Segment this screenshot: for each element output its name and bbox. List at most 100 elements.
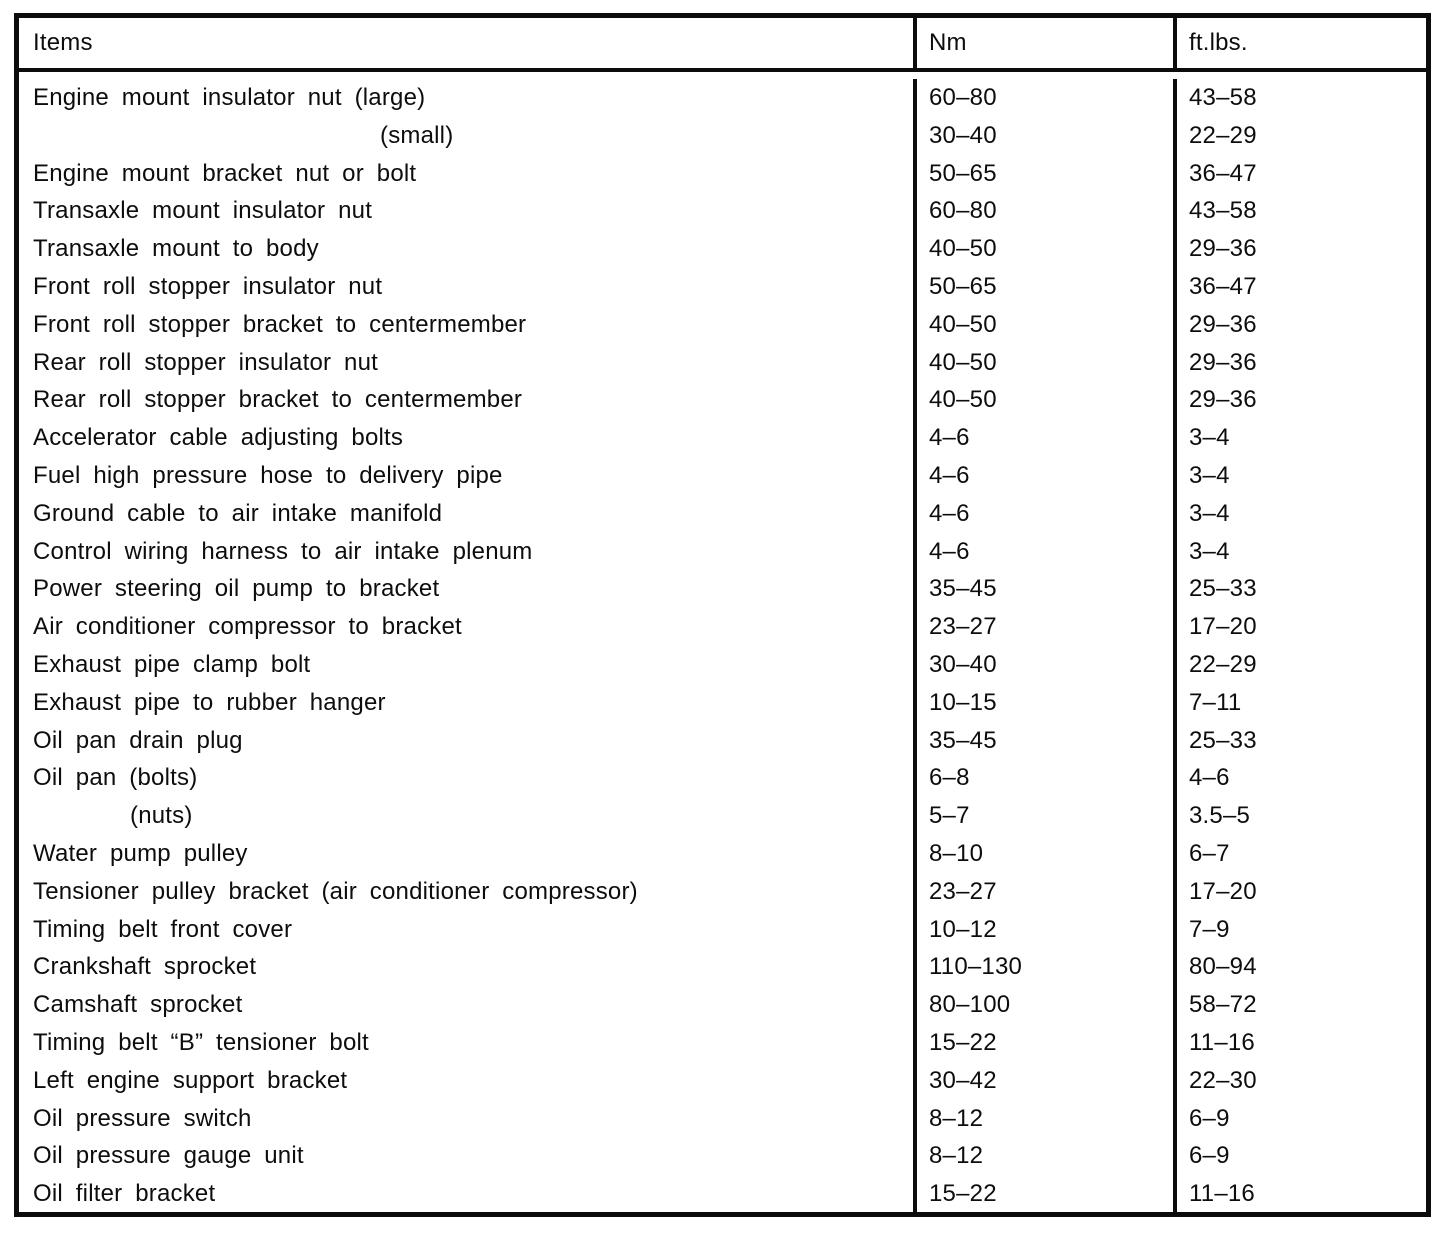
- table-row: Engine mount bracket nut or bolt 50–65 3…: [19, 154, 1426, 193]
- ftlbs-cell: 29–36: [1173, 305, 1426, 344]
- table-row: Crankshaft sprocket 110–130 80–94: [19, 948, 1426, 987]
- item-cell: Tensioner pulley bracket (air conditione…: [33, 877, 638, 905]
- nm-cell: 15–22: [913, 1175, 1173, 1213]
- table-row: Timing belt “B” tensioner bolt 15–22 11–…: [19, 1023, 1426, 1062]
- table-row: Left engine support bracket 30–42 22–30: [19, 1061, 1426, 1100]
- ftlbs-cell: 29–36: [1173, 343, 1426, 382]
- ftlbs-cell: 43–58: [1173, 192, 1426, 231]
- item-cell: Crankshaft sprocket: [33, 953, 257, 981]
- table-row: Transaxle mount to body 40–50 29–36: [19, 230, 1426, 268]
- table-row: (small) 30–40 22–29: [19, 116, 1426, 155]
- ftlbs-cell: 11–16: [1173, 1175, 1426, 1213]
- ftlbs-cell: 3–4: [1173, 419, 1426, 457]
- nm-cell: 110–130: [913, 948, 1173, 987]
- table-row: Tensioner pulley bracket (air conditione…: [19, 872, 1426, 911]
- item-cell: Camshaft sprocket: [33, 991, 243, 1019]
- nm-cell: 4–6: [913, 456, 1173, 495]
- item-cell: Fuel high pressure hose to delivery pipe: [33, 461, 503, 489]
- table-row: Timing belt front cover 10–12 7–9: [19, 910, 1426, 949]
- table-row: Control wiring harness to air intake ple…: [19, 532, 1426, 571]
- table-row: Water pump pulley 8–10 6–7: [19, 834, 1426, 873]
- nm-cell: 15–22: [913, 1023, 1173, 1062]
- nm-cell: 35–45: [913, 570, 1173, 609]
- item-cell: Left engine support bracket: [33, 1066, 348, 1094]
- item-cell: Ground cable to air intake manifold: [33, 499, 443, 527]
- nm-cell: 4–6: [913, 494, 1173, 533]
- item-cell: Rear roll stopper bracket to centermembe…: [33, 386, 523, 414]
- item-cell: Oil filter bracket: [33, 1180, 216, 1208]
- ftlbs-cell: 22–30: [1173, 1061, 1426, 1100]
- item-cell: Rear roll stopper insulator nut: [33, 348, 379, 376]
- nm-cell: 6–8: [913, 759, 1173, 798]
- nm-cell: 60–80: [913, 79, 1173, 117]
- nm-cell: 23–27: [913, 872, 1173, 911]
- ftlbs-cell: 22–29: [1173, 116, 1426, 155]
- nm-cell: 50–65: [913, 154, 1173, 193]
- ftlbs-cell: 36–47: [1173, 267, 1426, 306]
- table-row: Fuel high pressure hose to delivery pipe…: [19, 456, 1426, 495]
- header-items: Items: [33, 29, 93, 56]
- table-row: Oil pan (bolts) 6–8 4–6: [19, 759, 1426, 798]
- table-row: Front roll stopper bracket to centermemb…: [19, 305, 1426, 344]
- item-cell: Timing belt front cover: [33, 915, 293, 943]
- table-row: Rear roll stopper bracket to centermembe…: [19, 381, 1426, 420]
- item-cell: Exhaust pipe to rubber hanger: [33, 688, 386, 716]
- nm-cell: 50–65: [913, 267, 1173, 306]
- item-cell: Oil pan (bolts): [33, 764, 198, 792]
- ftlbs-cell: 25–33: [1173, 570, 1426, 609]
- item-cell: Water pump pulley: [33, 839, 248, 867]
- table-row: Accelerator cable adjusting bolts 4–6 3–…: [19, 419, 1426, 457]
- nm-cell: 60–80: [913, 192, 1173, 231]
- nm-cell: 40–50: [913, 230, 1173, 268]
- ftlbs-cell: 7–9: [1173, 910, 1426, 949]
- item-cell: Transaxle mount to body: [33, 235, 319, 263]
- item-cell: Air conditioner compressor to bracket: [33, 613, 462, 641]
- ftlbs-cell: 25–33: [1173, 721, 1426, 760]
- table-row: Camshaft sprocket 80–100 58–72: [19, 986, 1426, 1024]
- ftlbs-cell: 17–20: [1173, 872, 1426, 911]
- table-row: Rear roll stopper insulator nut 40–50 29…: [19, 343, 1426, 382]
- nm-cell: 8–12: [913, 1099, 1173, 1138]
- ftlbs-cell: 3–4: [1173, 456, 1426, 495]
- table-row: (nuts) 5–7 3.5–5: [19, 797, 1426, 835]
- nm-cell: 4–6: [913, 532, 1173, 571]
- nm-cell: 10–12: [913, 910, 1173, 949]
- item-cell: Engine mount bracket nut or bolt: [33, 159, 417, 187]
- nm-cell: 5–7: [913, 797, 1173, 835]
- nm-cell: 80–100: [913, 986, 1173, 1024]
- ftlbs-cell: 17–20: [1173, 608, 1426, 646]
- item-cell: Oil pressure switch: [33, 1104, 252, 1132]
- nm-cell: 40–50: [913, 381, 1173, 420]
- ftlbs-cell: 7–11: [1173, 683, 1426, 722]
- item-cell: Accelerator cable adjusting bolts: [33, 424, 404, 452]
- ftlbs-cell: 6–7: [1173, 834, 1426, 873]
- item-cell: Front roll stopper bracket to centermemb…: [33, 310, 527, 338]
- ftlbs-cell: 6–9: [1173, 1099, 1426, 1138]
- item-cell: Oil pan drain plug: [33, 726, 243, 754]
- item-cell: Timing belt “B” tensioner bolt: [33, 1028, 369, 1056]
- nm-cell: 30–40: [913, 116, 1173, 155]
- item-cell: Exhaust pipe clamp bolt: [33, 650, 311, 678]
- ftlbs-cell: 11–16: [1173, 1023, 1426, 1062]
- item-cell: Control wiring harness to air intake ple…: [33, 537, 533, 565]
- torque-spec-table: Items Nm ft.lbs. Engine mount insulator …: [14, 13, 1431, 1217]
- ftlbs-cell: 43–58: [1173, 79, 1426, 117]
- ftlbs-cell: 3.5–5: [1173, 797, 1426, 835]
- nm-cell: 8–12: [913, 1137, 1173, 1176]
- nm-cell: 35–45: [913, 721, 1173, 760]
- table-row: Ground cable to air intake manifold 4–6 …: [19, 494, 1426, 533]
- nm-cell: 30–42: [913, 1061, 1173, 1100]
- ftlbs-cell: 36–47: [1173, 154, 1426, 193]
- nm-cell: 30–40: [913, 645, 1173, 684]
- item-cell: Engine mount insulator nut (large): [33, 84, 426, 111]
- item-cell: (nuts): [130, 802, 193, 830]
- table-row: Oil filter bracket 15–22 11–16: [19, 1175, 1426, 1213]
- item-cell: Transaxle mount insulator nut: [33, 197, 373, 225]
- ftlbs-cell: 4–6: [1173, 759, 1426, 798]
- ftlbs-cell: 3–4: [1173, 494, 1426, 533]
- nm-cell: 23–27: [913, 608, 1173, 646]
- table-row: Oil pressure gauge unit 8–12 6–9: [19, 1137, 1426, 1176]
- table-row: Front roll stopper insulator nut 50–65 3…: [19, 267, 1426, 306]
- table-body: Engine mount insulator nut (large) 60–80…: [19, 72, 1426, 1213]
